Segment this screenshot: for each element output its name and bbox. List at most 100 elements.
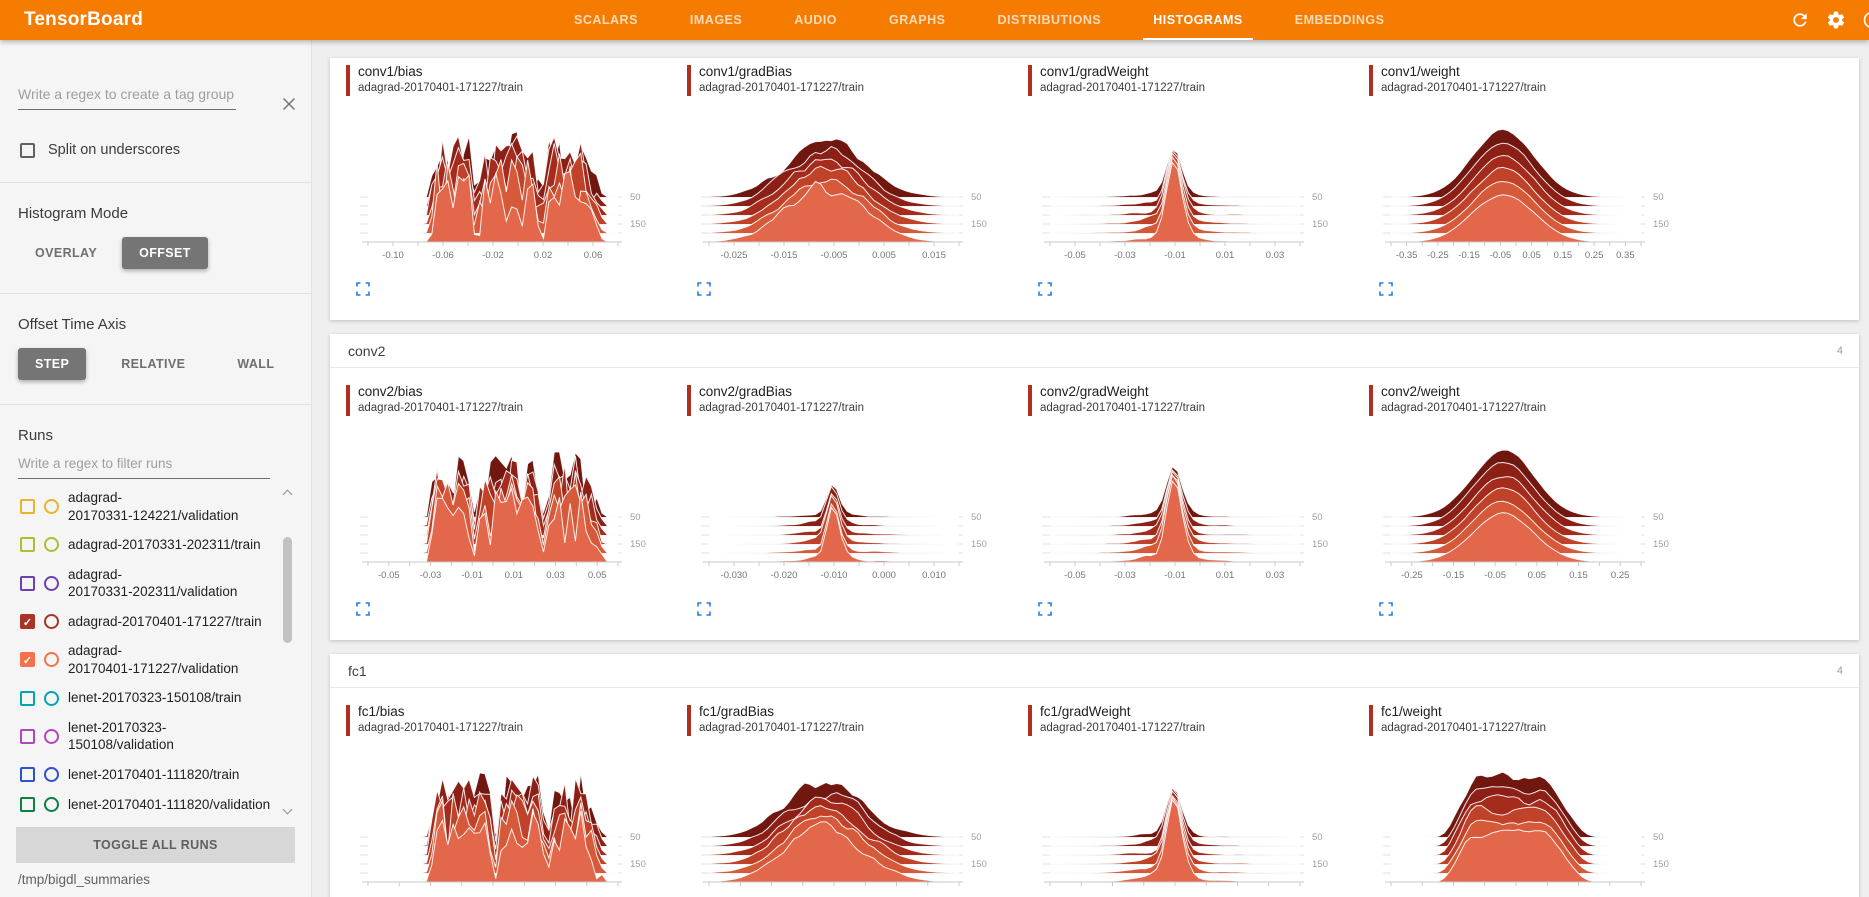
run-item[interactable]: lenet-20170323-150108/validation [0, 713, 311, 760]
run-checkbox[interactable] [20, 690, 35, 706]
histogram-chart[interactable]: 50 150 -0.25 -0.15 -0.05 0.05 0.15 0.25 [1375, 428, 1697, 598]
svg-text:150: 150 [1312, 859, 1328, 870]
tab-scalars[interactable]: SCALARS [574, 13, 638, 27]
run-radio[interactable] [44, 499, 59, 515]
run-item[interactable]: adagrad-20170331-202311/train [0, 530, 311, 560]
tab-audio[interactable]: AUDIO [794, 13, 838, 27]
card-title-row: conv2/gradWeight adagrad-20170401-171227/… [1028, 384, 1355, 416]
svg-text:50: 50 [1312, 512, 1323, 523]
svg-text:50: 50 [1312, 832, 1323, 843]
histogram-chart[interactable]: 50 150 -0.35 -0.25 -0.15 -0.05 0.05 0.15 0.25 0.3… [1375, 108, 1697, 278]
run-checkbox[interactable]: ✓ [20, 652, 35, 668]
run-item[interactable]: lenet-20170401-111820/validation [0, 790, 311, 820]
histogram-mode-overlay-button[interactable]: OVERLAY [18, 237, 114, 269]
svg-text:-0.03: -0.03 [420, 570, 442, 581]
chart-tag-title: conv1/gradWeight [1040, 64, 1149, 79]
time-axis-step-button[interactable]: STEP [18, 348, 87, 380]
run-checkbox[interactable] [20, 767, 35, 783]
tab-images[interactable]: IMAGES [689, 13, 743, 27]
histogram-chart[interactable]: 50 150 [352, 748, 674, 897]
run-item[interactable]: lenet-20170323-150108/train [0, 683, 311, 713]
svg-text:0.05: 0.05 [1522, 250, 1541, 261]
run-item[interactable]: adagrad- 20170331-124221/validation [0, 483, 311, 530]
scrollbar-thumb[interactable] [283, 537, 292, 643]
run-radio[interactable] [44, 767, 59, 783]
run-item[interactable]: adagrad- 20170331-202311/validation [0, 560, 311, 607]
run-color-bar [1028, 385, 1032, 416]
chart-tag-title: fc1/bias [358, 704, 405, 719]
run-item[interactable]: ✓ adagrad- 20170401-171227/validation [0, 636, 311, 683]
split-underscores-checkbox[interactable]: Split on underscores [20, 142, 293, 158]
toggle-all-runs-button[interactable]: TOGGLE ALL RUNS [16, 827, 295, 863]
run-item[interactable]: lenet-20170401-112317/train [0, 819, 311, 821]
tag-filter-input[interactable] [18, 84, 236, 110]
settings-gear-icon[interactable] [1826, 10, 1846, 30]
histogram-chart[interactable]: 50 150 -0.05 -0.03 -0.01 0.01 0.03 [1034, 428, 1356, 598]
histogram-mode-offset-button[interactable]: OFFSET [122, 237, 208, 269]
section-fc1: fc1 4 fc1/bias adagrad-20170401-171227/trai… [330, 654, 1859, 897]
expand-chart-icon[interactable] [697, 282, 711, 296]
histogram-chart[interactable]: 50 150 [1375, 748, 1697, 897]
scroll-up-icon[interactable] [282, 489, 293, 500]
expand-chart-icon[interactable] [1038, 282, 1052, 296]
histogram-chart[interactable]: 50 150 -0.10 -0.06 -0.02 0.02 0.06 [352, 108, 674, 278]
runs-scrollbar[interactable] [281, 485, 295, 819]
run-checkbox[interactable] [20, 537, 35, 553]
run-color-bar [1028, 65, 1032, 96]
app-title: TensorBoard [24, 9, 144, 30]
tab-graphs[interactable]: GRAPHS [889, 13, 946, 27]
run-radio[interactable] [44, 728, 59, 744]
divider [0, 404, 311, 405]
section-header-conv2[interactable]: conv2 4 [330, 334, 1859, 368]
run-checkbox[interactable] [20, 796, 35, 812]
header-icons: ? [1790, 0, 1869, 40]
run-color-bar [1369, 705, 1373, 736]
run-checkbox[interactable] [20, 499, 35, 515]
section-header-fc1[interactable]: fc1 4 [330, 654, 1859, 688]
run-checkbox[interactable] [20, 575, 35, 591]
expand-chart-icon[interactable] [1038, 602, 1052, 616]
run-item[interactable]: ✓ adagrad-20170401-171227/train [0, 607, 311, 637]
histogram-card: conv2/weight adagrad-20170401-171227/trai… [1355, 382, 1696, 616]
histogram-chart[interactable]: 50 150 -0.05 -0.03 -0.01 0.01 0.03 [1034, 108, 1356, 278]
histogram-chart[interactable]: 50 150 -0.05 -0.03 -0.01 0.01 0.03 0.05 [352, 428, 674, 598]
runs-filter-input[interactable] [18, 454, 270, 479]
expand-chart-icon[interactable] [1379, 602, 1393, 616]
run-radio[interactable] [44, 652, 59, 668]
tab-distributions[interactable]: DISTRIBUTIONS [997, 13, 1102, 27]
scroll-down-icon[interactable] [282, 804, 293, 815]
card-title-row: conv2/bias adagrad-20170401-171227/train [346, 384, 673, 416]
help-icon[interactable]: ? [1862, 10, 1869, 30]
run-radio[interactable] [44, 575, 59, 591]
refresh-icon[interactable] [1790, 10, 1810, 30]
expand-chart-icon[interactable] [356, 282, 370, 296]
histogram-chart[interactable]: 50 150 -0.030 -0.020 -0.010 0.000 0.010 [693, 428, 1015, 598]
expand-chart-icon[interactable] [356, 602, 370, 616]
run-label: lenet-20170401-111820/train [68, 767, 240, 783]
time-axis-relative-button[interactable]: RELATIVE [104, 348, 202, 380]
tab-embeddings[interactable]: EMBEDDINGS [1294, 13, 1385, 27]
chart-tag-title: fc1/weight [1381, 704, 1442, 719]
clear-tag-filter-icon[interactable] [281, 96, 297, 112]
expand-chart-icon[interactable] [697, 602, 711, 616]
run-item[interactable]: lenet-20170401-111820/train [0, 760, 311, 790]
tab-histograms[interactable]: HISTOGRAMS [1127, 0, 1269, 40]
svg-text:150: 150 [1653, 859, 1669, 870]
run-radio[interactable] [44, 614, 59, 629]
expand-chart-icon[interactable] [1379, 282, 1393, 296]
run-radio[interactable] [44, 796, 59, 812]
run-radio[interactable] [44, 537, 59, 553]
run-checkbox[interactable] [20, 728, 35, 744]
svg-text:50: 50 [630, 192, 641, 203]
divider [0, 293, 311, 294]
histogram-chart[interactable]: 50 150 [1034, 748, 1356, 897]
run-checkbox[interactable]: ✓ [20, 614, 35, 629]
main-tabs: SCALARS IMAGES AUDIO GRAPHS DISTRIBUTIONS HIS… [548, 0, 1410, 40]
chart-tag-title: conv2/weight [1381, 384, 1460, 399]
time-axis-wall-button[interactable]: WALL [220, 348, 291, 380]
histogram-chart[interactable]: 50 150 -0.025 -0.015 -0.005 0.005 0.015 [693, 108, 1015, 278]
run-radio[interactable] [44, 690, 59, 706]
histogram-chart[interactable]: 50 150 [693, 748, 1015, 897]
chart-run-subtitle: adagrad-20170401-171227/train [699, 402, 864, 414]
checkbox-box[interactable] [20, 142, 35, 158]
